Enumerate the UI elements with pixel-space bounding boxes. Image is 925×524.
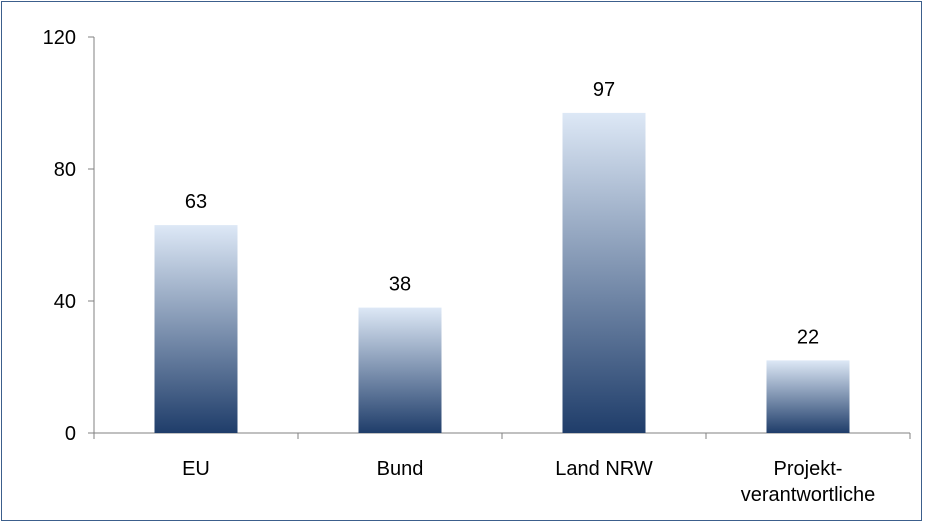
data-label: 38: [389, 274, 411, 296]
x-tick-label-line: verantwortliche: [741, 484, 876, 506]
x-tick-label-line: EU: [182, 458, 210, 480]
bars: [154, 112, 850, 434]
x-tick-label: Bund: [377, 458, 424, 480]
y-tick-label: 0: [65, 423, 76, 445]
bar: [766, 360, 850, 433]
bar: [358, 307, 442, 433]
data-label: 22: [797, 326, 819, 348]
x-tick-label-line: Land NRW: [555, 458, 653, 480]
x-tick-label: EU: [182, 458, 210, 480]
bar: [562, 112, 646, 434]
bar: [154, 225, 238, 433]
labels: 0 40 80 120 63 EU 38 Bund 97 Land NRW 22 Projekt-ve…: [43, 27, 876, 506]
x-tick-label-line: Projekt-: [774, 458, 843, 480]
x-tick-label-line: Bund: [377, 458, 424, 480]
y-tick-label: 80: [54, 159, 76, 181]
x-tick-label: Land NRW: [555, 458, 653, 480]
x-tick-label: Projekt-verantwortliche: [741, 458, 876, 506]
data-label: 97: [593, 79, 615, 101]
data-label: 63: [185, 191, 207, 213]
y-tick-label: 40: [54, 291, 76, 313]
y-tick-label: 120: [43, 27, 76, 49]
